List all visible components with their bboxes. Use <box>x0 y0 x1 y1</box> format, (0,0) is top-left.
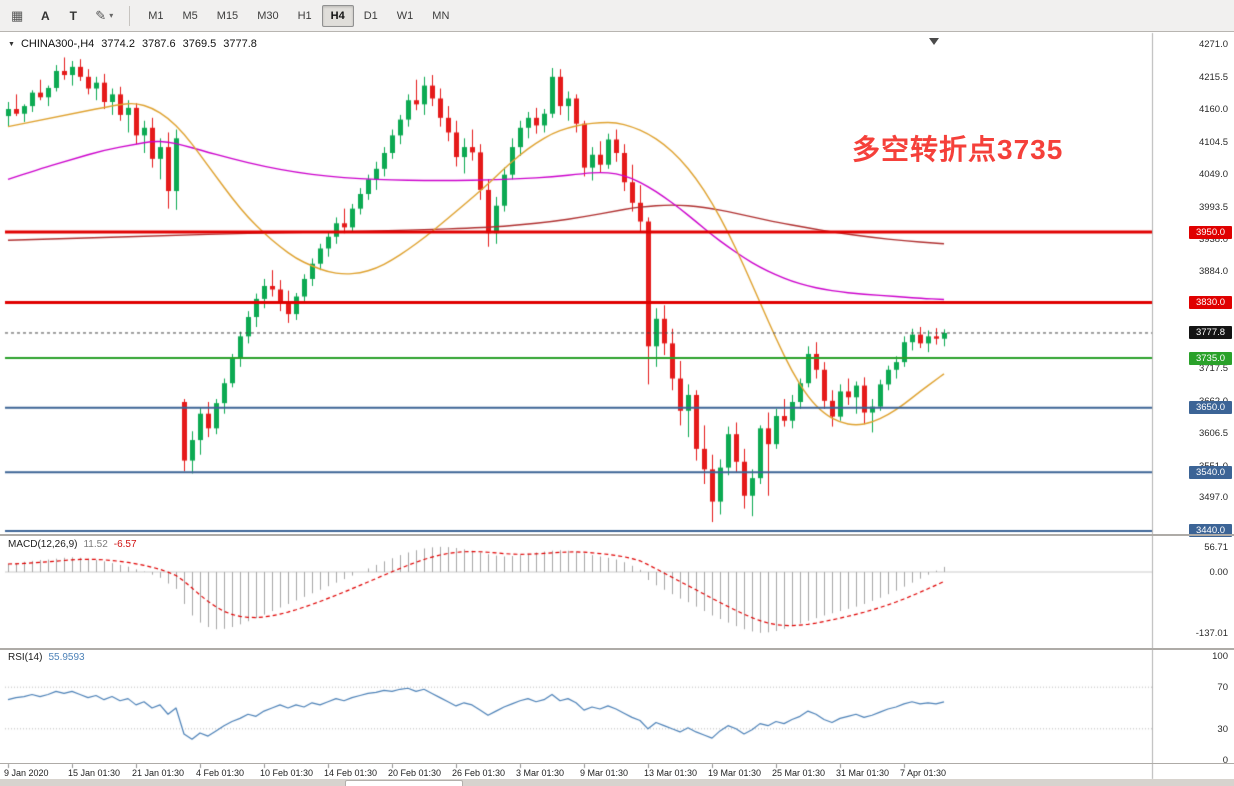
panel-splitter-macd[interactable] <box>0 534 1234 536</box>
text-tool-button[interactable]: T <box>60 4 86 28</box>
pencil-icon: ✎ <box>95 7 107 23</box>
bottom-strip <box>0 779 1234 786</box>
timeframe-button-m15[interactable]: M15 <box>208 5 247 27</box>
text-tool-icon: T <box>69 8 77 23</box>
panel-splitter-rsi[interactable] <box>0 648 1234 650</box>
arrow-label-button[interactable]: A <box>32 4 58 28</box>
timeframe-button-m1[interactable]: M1 <box>139 5 172 27</box>
timeframe-group: M1 M5 M15 M30 H1 H4 D1 W1 MN <box>139 4 458 27</box>
chart-windows-button[interactable]: ▦ <box>4 4 30 28</box>
draw-tool-dropdown[interactable]: ✎ ▾ <box>88 4 120 28</box>
letter-a-icon: A <box>40 8 50 23</box>
chart-grid-icon: ▦ <box>11 7 24 23</box>
toolbar-separator <box>129 5 131 26</box>
timeframe-button-m30[interactable]: M30 <box>248 5 287 27</box>
chevron-down-icon: ▾ <box>109 11 114 20</box>
panel-splitter-timeaxis[interactable] <box>0 763 1234 764</box>
timeframe-button-m5[interactable]: M5 <box>174 5 207 27</box>
timeframe-button-mn[interactable]: MN <box>423 5 458 27</box>
timeframe-button-h1[interactable]: H1 <box>289 5 321 27</box>
bottom-scrollbar-thumb[interactable] <box>345 780 463 786</box>
timeframe-button-d1[interactable]: D1 <box>355 5 387 27</box>
toolbar: ▦ A T ✎ ▾ M1 M5 M15 M30 H1 H4 D1 W1 MN <box>0 0 1234 32</box>
timeframe-button-h4[interactable]: H4 <box>321 4 354 27</box>
timeframe-button-w1[interactable]: W1 <box>388 5 423 27</box>
